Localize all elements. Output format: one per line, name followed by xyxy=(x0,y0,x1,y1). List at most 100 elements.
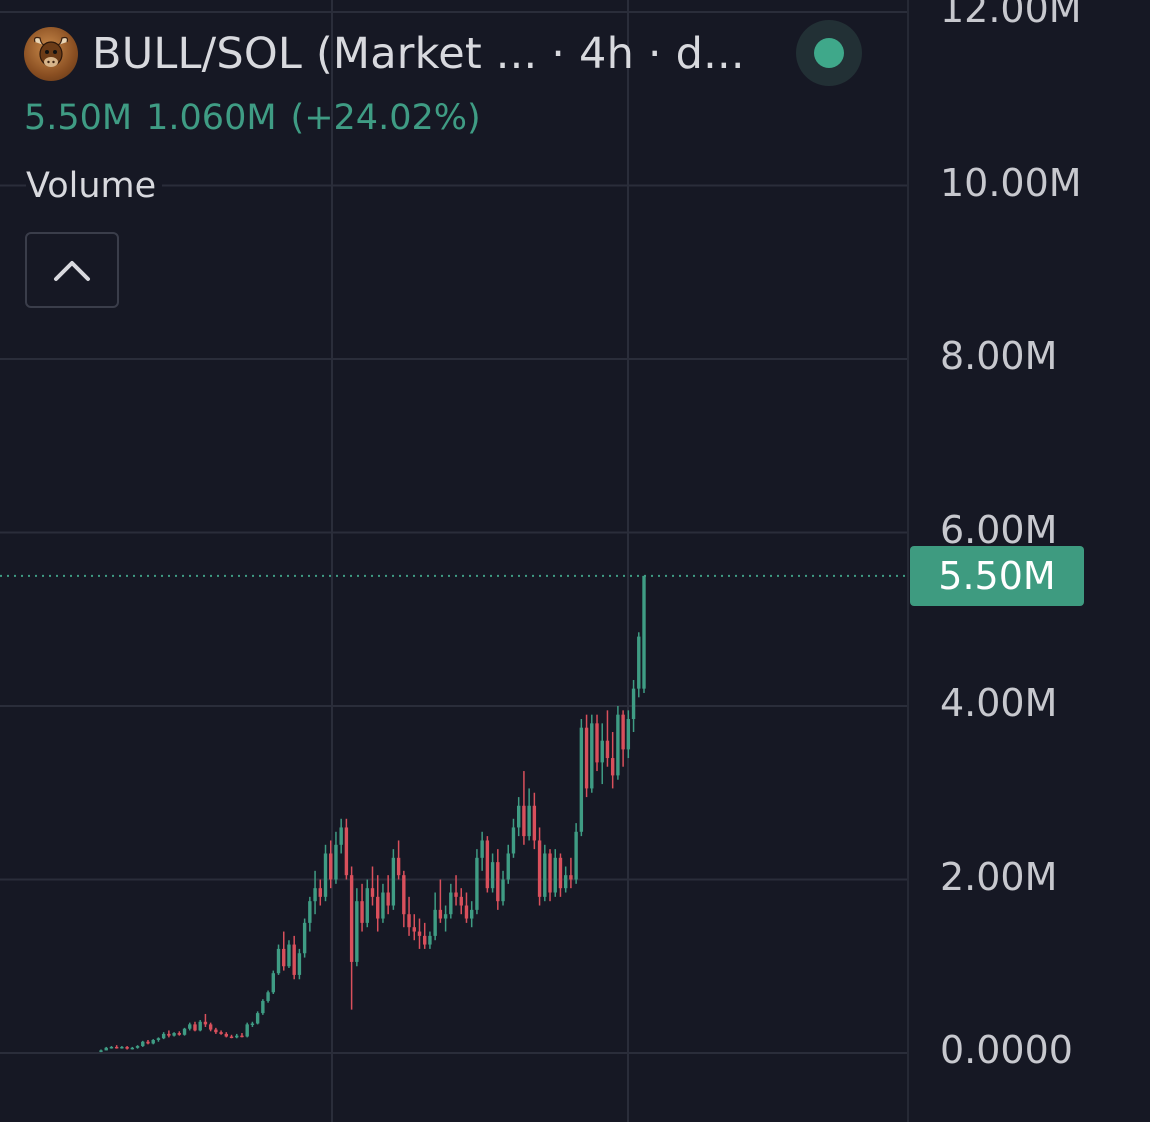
chart-header: BULL/SOL (Market ... · 4h · d... xyxy=(24,24,745,84)
candle xyxy=(417,918,422,949)
candle xyxy=(590,714,594,793)
volume-indicator-label: Volume xyxy=(26,166,163,206)
candle xyxy=(574,823,578,884)
candle xyxy=(276,944,281,975)
candle xyxy=(255,1011,260,1025)
candle xyxy=(167,1030,171,1038)
candle xyxy=(334,831,338,884)
candle xyxy=(584,714,589,798)
candle xyxy=(511,818,516,858)
candle xyxy=(161,1032,166,1040)
candle xyxy=(245,1022,249,1038)
candle xyxy=(214,1027,218,1034)
candle xyxy=(558,853,563,897)
candle xyxy=(261,999,265,1015)
candle xyxy=(125,1046,129,1050)
candle xyxy=(182,1027,187,1036)
candle xyxy=(302,918,307,958)
candle xyxy=(99,1049,103,1053)
candle xyxy=(229,1034,234,1039)
candle xyxy=(600,723,604,785)
candle xyxy=(177,1031,182,1036)
candle xyxy=(287,940,291,968)
last-price-value: 5.50M xyxy=(24,98,133,138)
candle xyxy=(579,719,584,837)
candle xyxy=(595,714,599,772)
candle xyxy=(548,849,552,902)
collapse-indicator-button[interactable] xyxy=(25,232,119,308)
candle xyxy=(391,849,396,910)
candle xyxy=(188,1022,192,1031)
candle xyxy=(323,844,328,902)
candle xyxy=(240,1033,244,1038)
candle xyxy=(365,879,369,928)
candle xyxy=(485,836,490,893)
candle xyxy=(610,732,615,789)
candle xyxy=(631,679,636,733)
candle xyxy=(313,870,317,915)
candle xyxy=(271,970,275,995)
last-price-tag: 5.50M xyxy=(910,546,1084,606)
candle xyxy=(349,866,354,1010)
candle xyxy=(135,1045,140,1049)
candle xyxy=(464,892,469,923)
price-quote: 5.50M 1.060M (+24.02%) xyxy=(24,98,495,138)
candle xyxy=(443,905,448,932)
y-tick-label: 10.00M xyxy=(940,160,1082,205)
candle xyxy=(329,840,333,889)
candle xyxy=(235,1033,239,1039)
candle xyxy=(156,1037,161,1042)
status-dot-icon xyxy=(814,38,844,68)
candle xyxy=(130,1046,135,1050)
candle xyxy=(423,922,427,949)
candle xyxy=(438,879,443,923)
chevron-up-icon xyxy=(54,261,90,281)
candle xyxy=(553,849,557,897)
candle xyxy=(250,1021,255,1027)
candle xyxy=(480,831,484,871)
candle xyxy=(428,931,432,949)
y-tick-label: 0.0000 xyxy=(940,1028,1073,1072)
candle xyxy=(543,844,547,902)
candle xyxy=(193,1021,197,1032)
candle xyxy=(198,1020,202,1032)
candle xyxy=(318,879,322,906)
candle xyxy=(412,914,416,941)
y-tick-label: 12.00M xyxy=(940,0,1082,31)
candle xyxy=(569,857,573,889)
candle xyxy=(496,849,500,910)
candle xyxy=(506,844,510,884)
price-change-value: 1.060M xyxy=(146,98,277,138)
candle xyxy=(355,888,359,967)
candle xyxy=(339,818,343,854)
candle xyxy=(490,853,495,893)
candle xyxy=(208,1022,213,1032)
candle xyxy=(104,1046,108,1051)
candle xyxy=(626,710,631,759)
candle xyxy=(292,935,296,980)
candle xyxy=(470,901,474,928)
candle xyxy=(527,788,531,841)
y-tick-label: 4.00M xyxy=(940,681,1058,725)
candle xyxy=(370,866,375,906)
candle xyxy=(407,896,411,936)
candle xyxy=(563,866,568,893)
candle xyxy=(219,1030,223,1035)
candle xyxy=(532,792,537,850)
candle xyxy=(282,931,286,971)
candle xyxy=(151,1039,155,1045)
candle xyxy=(642,575,646,693)
candle xyxy=(109,1046,114,1049)
candle xyxy=(141,1040,145,1047)
chart-title[interactable]: BULL/SOL (Market ... · 4h · d... xyxy=(92,29,745,79)
price-change-percent: (+24.02%) xyxy=(290,98,481,138)
status-indicator[interactable] xyxy=(796,20,862,86)
candle xyxy=(224,1032,229,1038)
candle xyxy=(621,710,625,767)
candle xyxy=(376,875,380,932)
candle xyxy=(516,797,521,837)
candle xyxy=(266,990,270,1003)
candle xyxy=(203,1013,208,1027)
candle xyxy=(616,706,620,780)
